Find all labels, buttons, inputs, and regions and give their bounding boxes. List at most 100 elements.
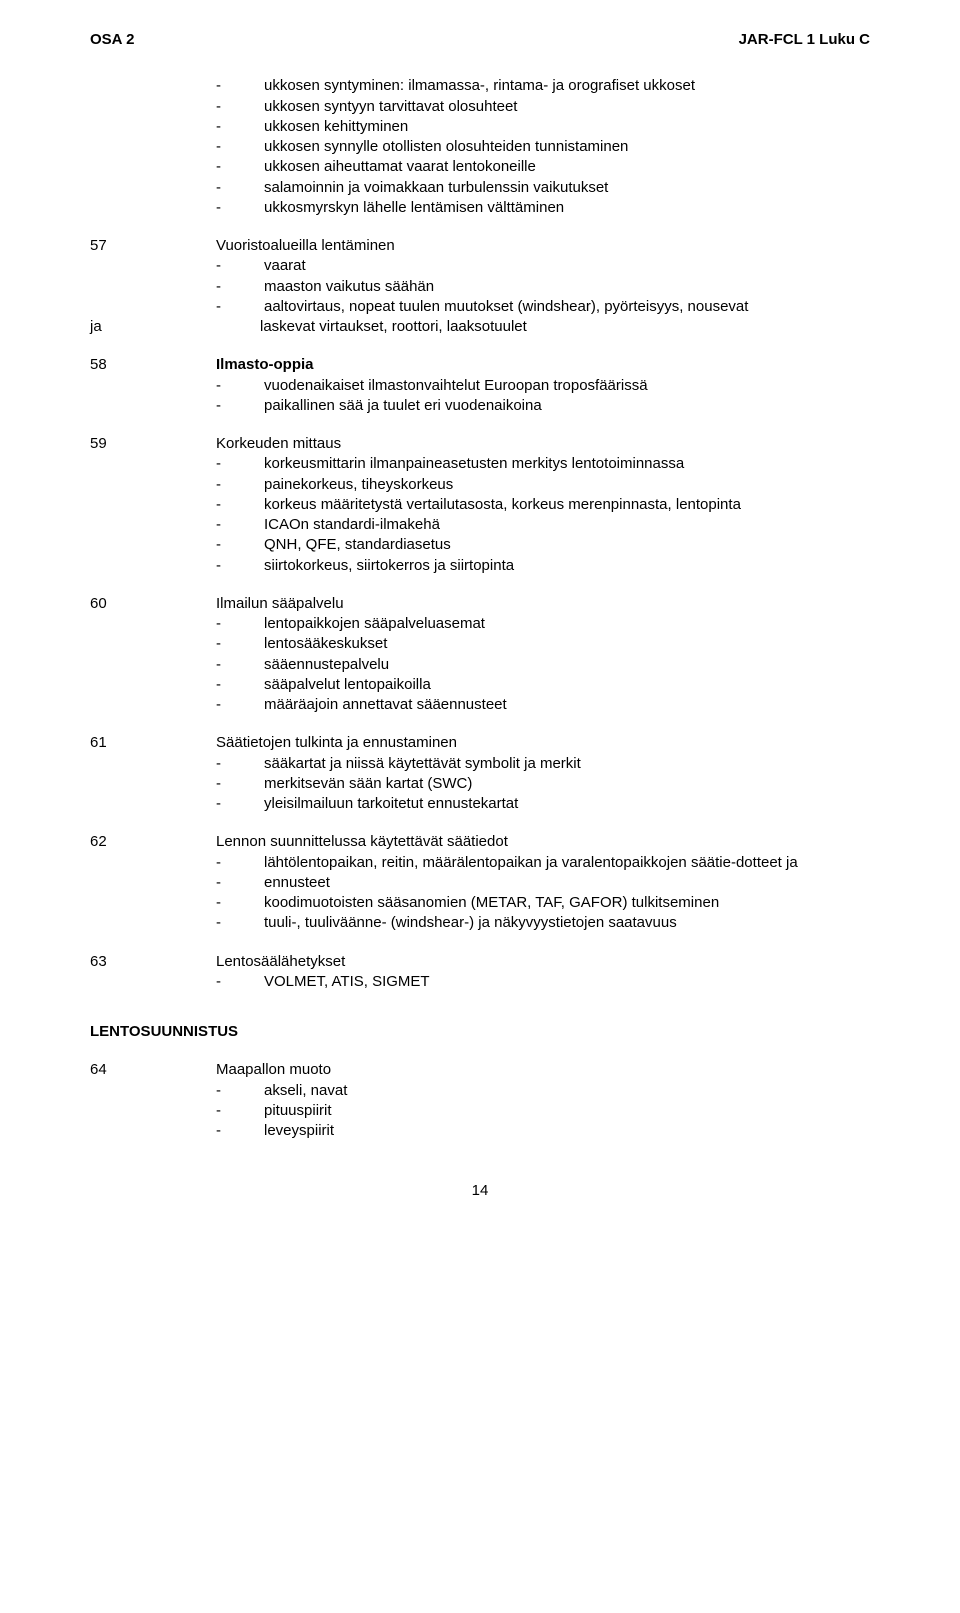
dash: - (216, 754, 264, 774)
section-content: Säätietojen tulkinta ja ennustaminen -sä… (216, 733, 870, 814)
section-number: 62 (90, 832, 216, 933)
bullet: -maaston vaikutus säähän (216, 277, 870, 297)
dash: - (216, 913, 264, 933)
ja-content: laskevat virtaukset, roottori, laaksotuu… (216, 317, 870, 337)
bullet: -aaltovirtaus, nopeat tuulen muutokset (… (216, 297, 870, 317)
dash: - (216, 376, 264, 396)
bullet-text: akseli, navat (264, 1081, 870, 1101)
dash: - (216, 1081, 264, 1101)
section-content: Ilmailun sääpalvelu -lentopaikkojen sääp… (216, 594, 870, 716)
dash: - (216, 972, 264, 992)
section-title: Korkeuden mittaus (216, 434, 870, 454)
header-left: OSA 2 (90, 30, 134, 50)
bullet: -ennusteet (216, 873, 870, 893)
page-number: 14 (90, 1181, 870, 1201)
dash: - (216, 454, 264, 474)
bullet-text: lähtölentopaikan, reitin, määrälentopaik… (264, 853, 870, 873)
bullet: -ukkosen syntyminen: ilmamassa-, rintama… (216, 76, 870, 96)
bullet-text: merkitsevän sään kartat (SWC) (264, 774, 870, 794)
bullet-text: maaston vaikutus säähän (264, 277, 870, 297)
dash: - (216, 97, 264, 117)
bullet-text: salamoinnin ja voimakkaan turbulenssin v… (264, 178, 870, 198)
dash: - (216, 794, 264, 814)
bullet-text: paikallinen sää ja tuulet eri vuodenaiko… (264, 396, 870, 416)
section-63: 63 Lentosäälähetykset -VOLMET, ATIS, SIG… (90, 952, 870, 993)
dash: - (216, 535, 264, 555)
bullet-text: ukkosen aiheuttamat vaarat lentokoneille (264, 157, 870, 177)
dash: - (216, 277, 264, 297)
dash: - (216, 695, 264, 715)
section-number: 63 (90, 952, 216, 993)
dash: - (216, 614, 264, 634)
bullet-text: ICAOn standardi-ilmakehä (264, 515, 870, 535)
spacer (90, 337, 870, 355)
section-number: 64 (90, 1060, 216, 1141)
bullet: -ukkosen aiheuttamat vaarat lentokoneill… (216, 157, 870, 177)
bullet-text: lentopaikkojen sääpalveluasemat (264, 614, 870, 634)
page-header: OSA 2 JAR-FCL 1 Luku C (90, 30, 870, 50)
bullet: -merkitsevän sään kartat (SWC) (216, 774, 870, 794)
dash: - (216, 893, 264, 913)
dash: - (216, 297, 264, 317)
bullet-text: pituuspiirit (264, 1101, 870, 1121)
bullet-text: vaarat (264, 256, 870, 276)
dash: - (216, 396, 264, 416)
section-number: 59 (90, 434, 216, 576)
bullet: -ukkosmyrskyn lähelle lentämisen välttäm… (216, 198, 870, 218)
bullet: -painekorkeus, tiheyskorkeus (216, 475, 870, 495)
bullet: -yleisilmailuun tarkoitetut ennustekarta… (216, 794, 870, 814)
bullet-text: vuodenaikaiset ilmastonvaihtelut Euroopa… (264, 376, 870, 396)
bullet: -koodimuotoisten sääsanomien (METAR, TAF… (216, 893, 870, 913)
dash: - (216, 475, 264, 495)
dash: - (216, 76, 264, 96)
section-number: 57 (90, 236, 216, 317)
section-number: 60 (90, 594, 216, 716)
bullet: -sääpalvelut lentopaikoilla (216, 675, 870, 695)
dash: - (216, 675, 264, 695)
dash: - (216, 853, 264, 873)
section-62: 62 Lennon suunnittelussa käytettävät sää… (90, 832, 870, 933)
section-title: Maapallon muoto (216, 1060, 870, 1080)
bullet: -tuuli-, tuuliväänne- (windshear-) ja nä… (216, 913, 870, 933)
dash: - (216, 556, 264, 576)
bullet: -ukkosen synnylle otollisten olosuhteide… (216, 137, 870, 157)
section-64: 64 Maapallon muoto -akseli, navat -pituu… (90, 1060, 870, 1141)
bullet: -salamoinnin ja voimakkaan turbulenssin … (216, 178, 870, 198)
bullet-text: ukkosen kehittyminen (264, 117, 870, 137)
bullet-text: sääpalvelut lentopaikoilla (264, 675, 870, 695)
bullet-text: tuuli-, tuuliväänne- (windshear-) ja näk… (264, 913, 870, 933)
section-59: 59 Korkeuden mittaus -korkeusmittarin il… (90, 434, 870, 576)
section-61: 61 Säätietojen tulkinta ja ennustaminen … (90, 733, 870, 814)
bullet-text: leveyspiirit (264, 1121, 870, 1141)
section-content: Lentosäälähetykset -VOLMET, ATIS, SIGMET (216, 952, 870, 993)
bullet: -lentosääkeskukset (216, 634, 870, 654)
bullet: -siirtokorkeus, siirtokerros ja siirtopi… (216, 556, 870, 576)
bullet-text: koodimuotoisten sääsanomien (METAR, TAF,… (264, 893, 870, 913)
section-content: Korkeuden mittaus -korkeusmittarin ilman… (216, 434, 870, 576)
bullet: -lähtölentopaikan, reitin, määrälentopai… (216, 853, 870, 873)
bullet: -paikallinen sää ja tuulet eri vuodenaik… (216, 396, 870, 416)
bullet-text: sääkartat ja niissä käytettävät symbolit… (264, 754, 870, 774)
dash: - (216, 117, 264, 137)
bullet-text: VOLMET, ATIS, SIGMET (264, 972, 870, 992)
dash: - (216, 256, 264, 276)
bullet-text: ukkosen syntyminen: ilmamassa-, rintama-… (264, 76, 870, 96)
dash: - (216, 655, 264, 675)
bullet: -akseli, navat (216, 1081, 870, 1101)
dash: - (216, 495, 264, 515)
bullet-text: siirtokorkeus, siirtokerros ja siirtopin… (264, 556, 870, 576)
dash: - (216, 1121, 264, 1141)
section-content: Maapallon muoto -akseli, navat -pituuspi… (216, 1060, 870, 1141)
section-number: 61 (90, 733, 216, 814)
section-title: Lennon suunnittelussa käytettävät säätie… (216, 832, 870, 852)
bullet-text: yleisilmailuun tarkoitetut ennustekartat (264, 794, 870, 814)
section-58: 58 Ilmasto-oppia -vuodenaikaiset ilmasto… (90, 355, 870, 416)
bullet-text: ukkosen syntyyn tarvittavat olosuhteet (264, 97, 870, 117)
sub-text: laskevat virtaukset, roottori, laaksotuu… (260, 317, 870, 337)
dash: - (216, 137, 264, 157)
section-content: Vuoristoalueilla lentäminen -vaarat -maa… (216, 236, 870, 317)
dash: - (216, 198, 264, 218)
bullet-text: painekorkeus, tiheyskorkeus (264, 475, 870, 495)
bullet: -korkeus määritetystä vertailutasosta, k… (216, 495, 870, 515)
section-content: Lennon suunnittelussa käytettävät säätie… (216, 832, 870, 933)
